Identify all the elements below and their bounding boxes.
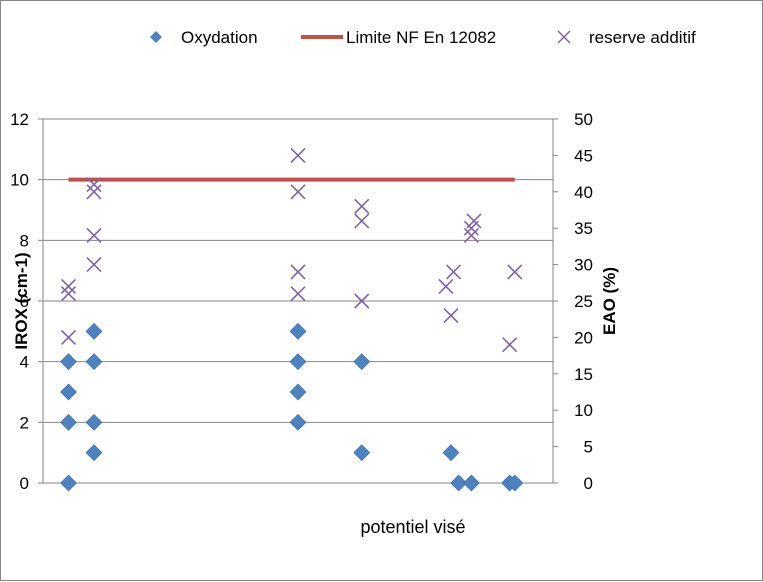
- oxydation-point: [60, 383, 77, 401]
- legend-oxydation-marker: [150, 31, 162, 43]
- oxydation-point: [442, 444, 460, 462]
- y2-tick-label: 15: [574, 365, 593, 384]
- oxydation-point: [85, 413, 103, 431]
- reserve-additif-point: [290, 184, 306, 200]
- oxydation-point: [289, 413, 307, 431]
- y-tick-label: 10: [10, 171, 29, 190]
- oxydation-point: [60, 474, 77, 492]
- reserve-additif-point: [463, 227, 479, 244]
- oxydation-point: [85, 353, 103, 371]
- oxydation-point: [85, 322, 103, 340]
- x-axis-title: potentiel visé: [360, 517, 465, 537]
- reserve-additif-point: [445, 264, 462, 280]
- reserve-additif-point: [290, 264, 306, 280]
- y2-tick-label: 45: [574, 146, 593, 165]
- y2-tick-label: 30: [574, 256, 593, 275]
- reserve-additif-point: [438, 278, 454, 295]
- legend-label: Oxydation: [181, 28, 258, 47]
- y2-tick-label: 25: [574, 292, 593, 311]
- reserve-additif-point: [60, 286, 77, 302]
- legend-label: Limite NF En 12082: [346, 28, 496, 47]
- oxydation-point: [450, 474, 468, 492]
- y-tick-label: 12: [10, 110, 29, 129]
- y2-tick-label: 20: [574, 328, 593, 347]
- y-tick-label: 4: [20, 353, 29, 372]
- reserve-additif-point: [60, 329, 77, 345]
- oxydation-point: [60, 413, 77, 431]
- reserve-additif-point: [86, 184, 102, 200]
- oxydation-point: [353, 444, 371, 462]
- oxydation-point: [289, 353, 307, 371]
- legend-reserve-marker: [557, 30, 571, 44]
- legend-label: reserve additif: [589, 28, 696, 47]
- reserve-additif-point: [354, 293, 370, 309]
- reserve-additif-point: [290, 147, 306, 163]
- oxydation-point: [60, 353, 77, 371]
- reserve-additif-point: [86, 176, 102, 193]
- reserve-additif-point: [507, 264, 523, 280]
- y-tick-label: 8: [20, 231, 29, 250]
- y-tick-label: 0: [20, 474, 29, 493]
- reserve-additif-point: [443, 307, 459, 324]
- oxydation-point: [85, 444, 103, 462]
- reserve-additif-point: [354, 213, 370, 229]
- reserve-additif-point: [466, 213, 482, 229]
- y2-tick-label: 5: [584, 438, 593, 457]
- reserve-additif-point: [60, 278, 77, 295]
- oxydation-point: [353, 353, 371, 371]
- oxydation-point: [289, 383, 307, 401]
- y2-tick-label: 0: [584, 474, 593, 493]
- reserve-additif-point: [354, 198, 370, 214]
- oxydation-point: [462, 474, 480, 492]
- y2-tick-label: 50: [574, 110, 593, 129]
- reserve-additif-point: [290, 286, 306, 302]
- oxydation-point: [289, 322, 307, 340]
- y2-tick-label: 40: [574, 183, 593, 202]
- oxydation-point: [506, 474, 524, 492]
- y-tick-label: 6: [20, 292, 29, 311]
- reserve-additif-point: [86, 257, 102, 273]
- y-axis-title: IROX (cm-1): [12, 252, 31, 349]
- y2-axis-title: EAO (%): [600, 267, 619, 335]
- reserve-additif-point: [502, 337, 518, 353]
- reserve-additif-point: [86, 227, 102, 244]
- y2-tick-label: 10: [574, 401, 593, 420]
- y-tick-label: 2: [20, 413, 29, 432]
- y2-tick-label: 35: [574, 219, 593, 238]
